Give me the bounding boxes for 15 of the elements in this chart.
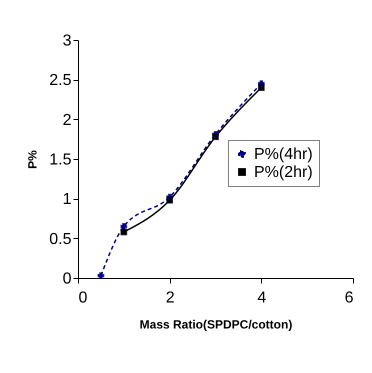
y-tick-label: 0.5 [49, 230, 72, 248]
x-tick-label: 0 [78, 290, 88, 306]
y-tick-label: 1.5 [49, 152, 72, 168]
y-tick-label: 3 [62, 32, 72, 50]
x-axis-title: Mass Ratio(SPDPC/cotton) [140, 318, 292, 332]
legend-label: P%(2hr) [254, 164, 313, 181]
y-axis-title: P% [25, 150, 40, 169]
legend-label: P%(4hr) [254, 146, 313, 163]
y-tick-label: 0 [62, 270, 72, 288]
y-tick-label: 2 [62, 112, 72, 129]
y-tick-label: 1 [62, 191, 72, 208]
x-tick-label: 2 [166, 290, 175, 306]
x-tick-label: 6 [344, 290, 354, 306]
y-tick-label: 2.5 [49, 72, 72, 90]
x-tick-label: 4 [257, 290, 266, 306]
